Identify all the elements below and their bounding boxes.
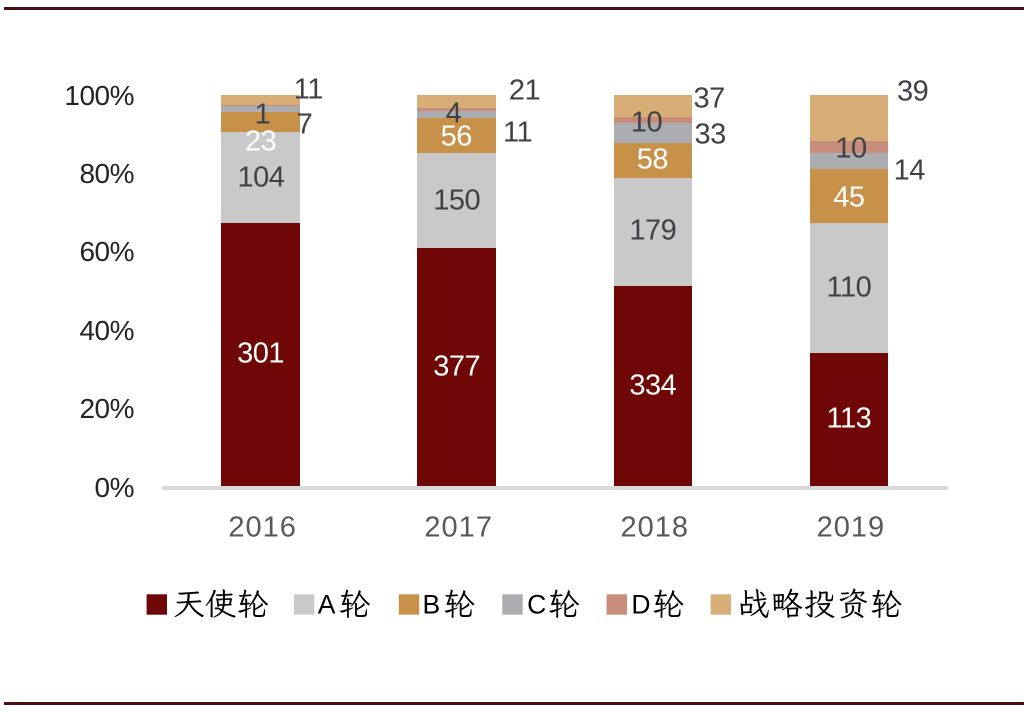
svg-text:B: B bbox=[423, 590, 441, 620]
svg-text:C: C bbox=[527, 590, 546, 620]
svg-text:A: A bbox=[318, 590, 336, 620]
svg-text:D: D bbox=[631, 590, 650, 620]
